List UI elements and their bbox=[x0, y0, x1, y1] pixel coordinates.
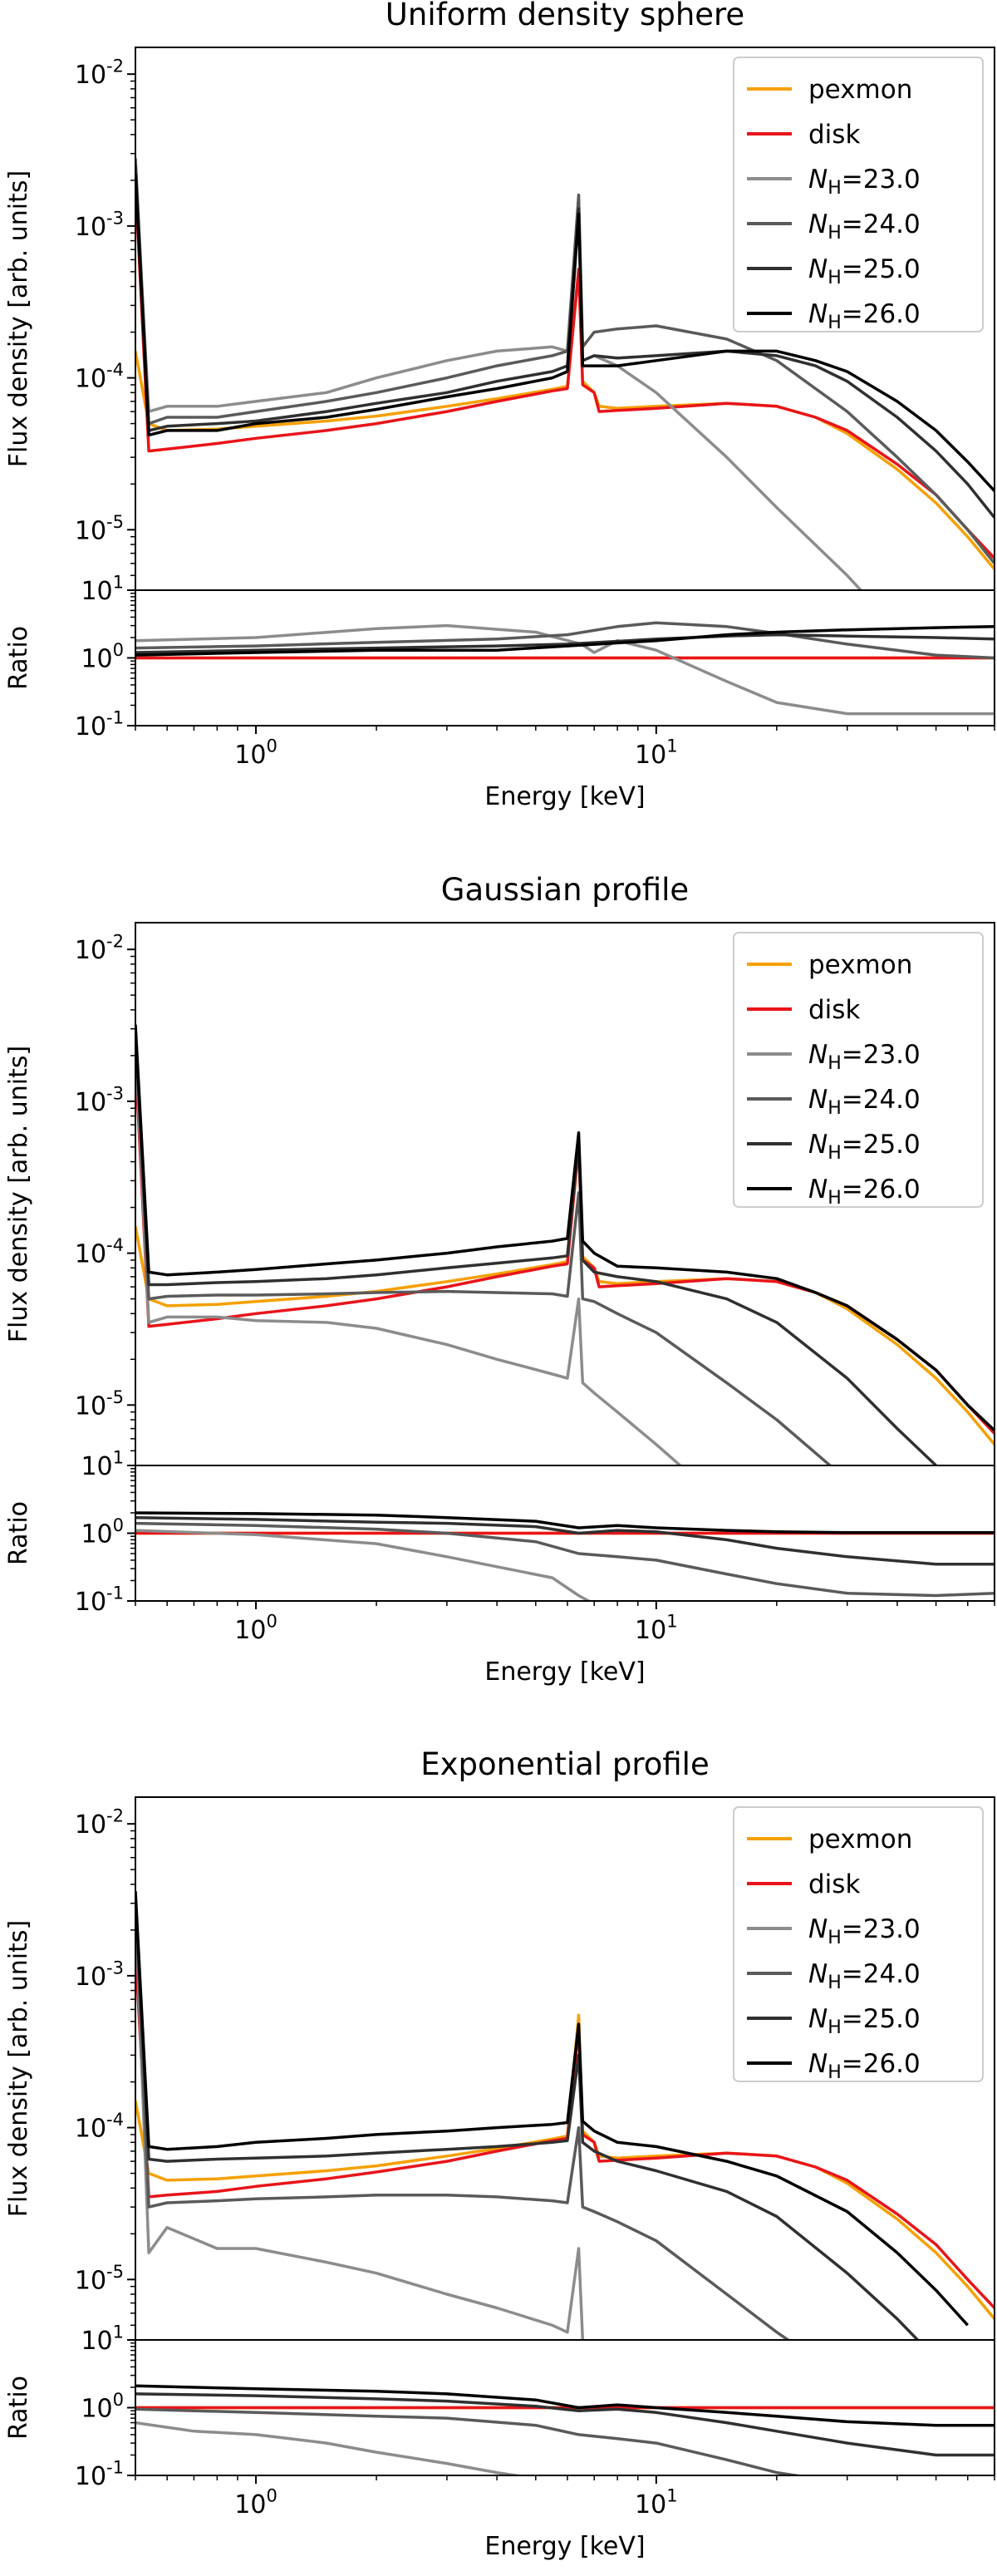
x-tick-label: 100 bbox=[234, 1612, 277, 1646]
series-line-disk bbox=[135, 183, 995, 559]
y-tick-label: 10-2 bbox=[75, 57, 124, 91]
ratio-series-group bbox=[135, 1511, 995, 1601]
legend-label: disk bbox=[808, 995, 860, 1025]
series-line-n-h-26-0 bbox=[135, 1891, 969, 2327]
x-axis-label: Energy [keV] bbox=[484, 2532, 645, 2561]
legend-box bbox=[733, 57, 984, 332]
y-tick-label: 10-2 bbox=[75, 932, 124, 966]
legend-label: NH=25.0 bbox=[808, 254, 921, 288]
series-line-n-h-23-0 bbox=[135, 1041, 683, 1465]
x-tick-label: 100 bbox=[234, 2486, 277, 2520]
legend-label: NH=25.0 bbox=[808, 2004, 921, 2038]
legend-label: NH=24.0 bbox=[808, 1085, 921, 1119]
legend-label: disk bbox=[808, 1869, 860, 1899]
ratio-series-group bbox=[135, 621, 995, 716]
y-tick-label: 10-3 bbox=[75, 1083, 124, 1117]
legend-label: NH=25.0 bbox=[808, 1130, 921, 1164]
ratio-line-n-h-26-0 bbox=[135, 1511, 995, 1534]
series-group bbox=[135, 158, 995, 590]
panel-1: Uniform density sphere 10-5 10-4 10-3 10-2 10… bbox=[4, 0, 995, 811]
ratio-tick-label: 100 bbox=[81, 1515, 124, 1549]
legend: pexmon disk NH=23.0 NH=24.0 NH=25.0 NH=26.0 bbox=[733, 1806, 984, 2083]
legend-label: NH=26.0 bbox=[808, 2049, 921, 2083]
ratio-line-n-h-25-0 bbox=[135, 1515, 995, 1566]
legend-label: disk bbox=[808, 120, 860, 150]
chart-title: Exponential profile bbox=[420, 1746, 709, 1782]
ratio-line-n-h-26-0 bbox=[135, 2384, 995, 2427]
ratio-line-n-h-25-0 bbox=[135, 633, 995, 654]
ratio-line-n-h-23-0 bbox=[135, 623, 995, 716]
y-tick-label: 10-4 bbox=[75, 2110, 124, 2144]
legend-box bbox=[733, 1806, 984, 2082]
y-axis-label: Flux density [arb. units] bbox=[4, 1920, 33, 2217]
ratio-tick-label: 100 bbox=[81, 640, 124, 674]
ratio-axis-label: Ratio bbox=[4, 1501, 33, 1565]
legend-label: NH=23.0 bbox=[808, 165, 921, 199]
y-tick-label: 10-4 bbox=[75, 360, 124, 394]
panel-2: Gaussian profile 10-5 10-4 10-3 10-2 10-1 100 1… bbox=[4, 872, 995, 1687]
ratio-line-n-h-24-0 bbox=[135, 621, 995, 660]
legend-label: NH=26.0 bbox=[808, 299, 921, 333]
ratio-line-n-h-24-0 bbox=[135, 2407, 805, 2475]
legend: pexmon disk NH=23.0 NH=24.0 NH=25.0 NH=26.0 bbox=[733, 57, 984, 333]
ratio-line-n-h-23-0 bbox=[135, 2421, 526, 2475]
ratio-tick-label: 10-1 bbox=[75, 1584, 124, 1618]
y-tick-label: 10-5 bbox=[75, 1387, 124, 1421]
y-tick-label: 10-5 bbox=[75, 2262, 124, 2296]
y-axis-label: Flux density [arb. units] bbox=[4, 1046, 33, 1342]
ratio-axis-label: Ratio bbox=[4, 2376, 33, 2440]
x-tick-label: 101 bbox=[635, 736, 678, 771]
ratio-series-group bbox=[135, 2384, 995, 2475]
panel-3: Exponential profile 10-5 10-4 10-3 10-2 10-1 1… bbox=[4, 1746, 995, 2561]
ratio-tick-label: 10-1 bbox=[75, 2458, 124, 2492]
series-line-n-h-25-0 bbox=[135, 1033, 937, 1465]
y-tick-label: 10-3 bbox=[75, 1958, 124, 1992]
y-axis-label: Flux density [arb. units] bbox=[4, 170, 33, 467]
series-line-n-h-25-0 bbox=[135, 1894, 920, 2340]
ratio-line-n-h-23-0 bbox=[135, 1529, 592, 1601]
ratio-axis-label: Ratio bbox=[4, 626, 33, 690]
x-tick-label: 101 bbox=[635, 2486, 678, 2520]
y-tick-label: 10-4 bbox=[75, 1235, 124, 1269]
legend-label: NH=24.0 bbox=[808, 1959, 921, 1993]
y-tick-label: 10-2 bbox=[75, 1806, 124, 1840]
legend-box bbox=[733, 932, 984, 1208]
legend-label: NH=26.0 bbox=[808, 1175, 921, 1209]
ratio-line-n-h-25-0 bbox=[135, 2392, 995, 2457]
ratio-tick-label: 101 bbox=[81, 573, 124, 607]
series-group bbox=[135, 1891, 995, 2340]
legend-label: pexmon bbox=[808, 75, 912, 105]
ratio-tick-label: 100 bbox=[81, 2390, 124, 2424]
ratio-line-n-h-24-0 bbox=[135, 1521, 995, 1598]
series-line-n-h-23-0 bbox=[135, 1903, 586, 2340]
series-group bbox=[135, 1024, 995, 1465]
y-tick-label: 10-5 bbox=[75, 512, 124, 546]
legend-label: pexmon bbox=[808, 950, 912, 980]
legend: pexmon disk NH=23.0 NH=24.0 NH=25.0 NH=26.0 bbox=[733, 932, 984, 1209]
chart-title: Gaussian profile bbox=[441, 872, 689, 908]
x-axis-label: Energy [keV] bbox=[484, 1657, 645, 1687]
x-axis-label: Energy [keV] bbox=[484, 782, 645, 811]
chart-title: Uniform density sphere bbox=[386, 0, 744, 32]
legend-label: NH=23.0 bbox=[808, 1914, 921, 1948]
ratio-line-n-h-26-0 bbox=[135, 625, 995, 657]
y-tick-label: 10-3 bbox=[75, 208, 124, 242]
legend-label: NH=23.0 bbox=[808, 1040, 921, 1074]
series-line-n-h-24-0 bbox=[135, 158, 995, 564]
ratio-tick-label: 10-1 bbox=[75, 708, 124, 742]
ratio-tick-label: 101 bbox=[81, 1448, 124, 1482]
x-tick-label: 101 bbox=[635, 1612, 678, 1646]
legend-label: pexmon bbox=[808, 1825, 912, 1854]
legend-label: NH=24.0 bbox=[808, 209, 921, 244]
series-line-n-h-24-0 bbox=[135, 1028, 832, 1465]
series-line-n-h-26-0 bbox=[135, 1024, 995, 1432]
ratio-tick-label: 101 bbox=[81, 2322, 124, 2357]
series-line-n-h-26-0 bbox=[135, 174, 995, 492]
series-line-n-h-24-0 bbox=[135, 1899, 791, 2340]
x-tick-label: 100 bbox=[234, 736, 277, 771]
